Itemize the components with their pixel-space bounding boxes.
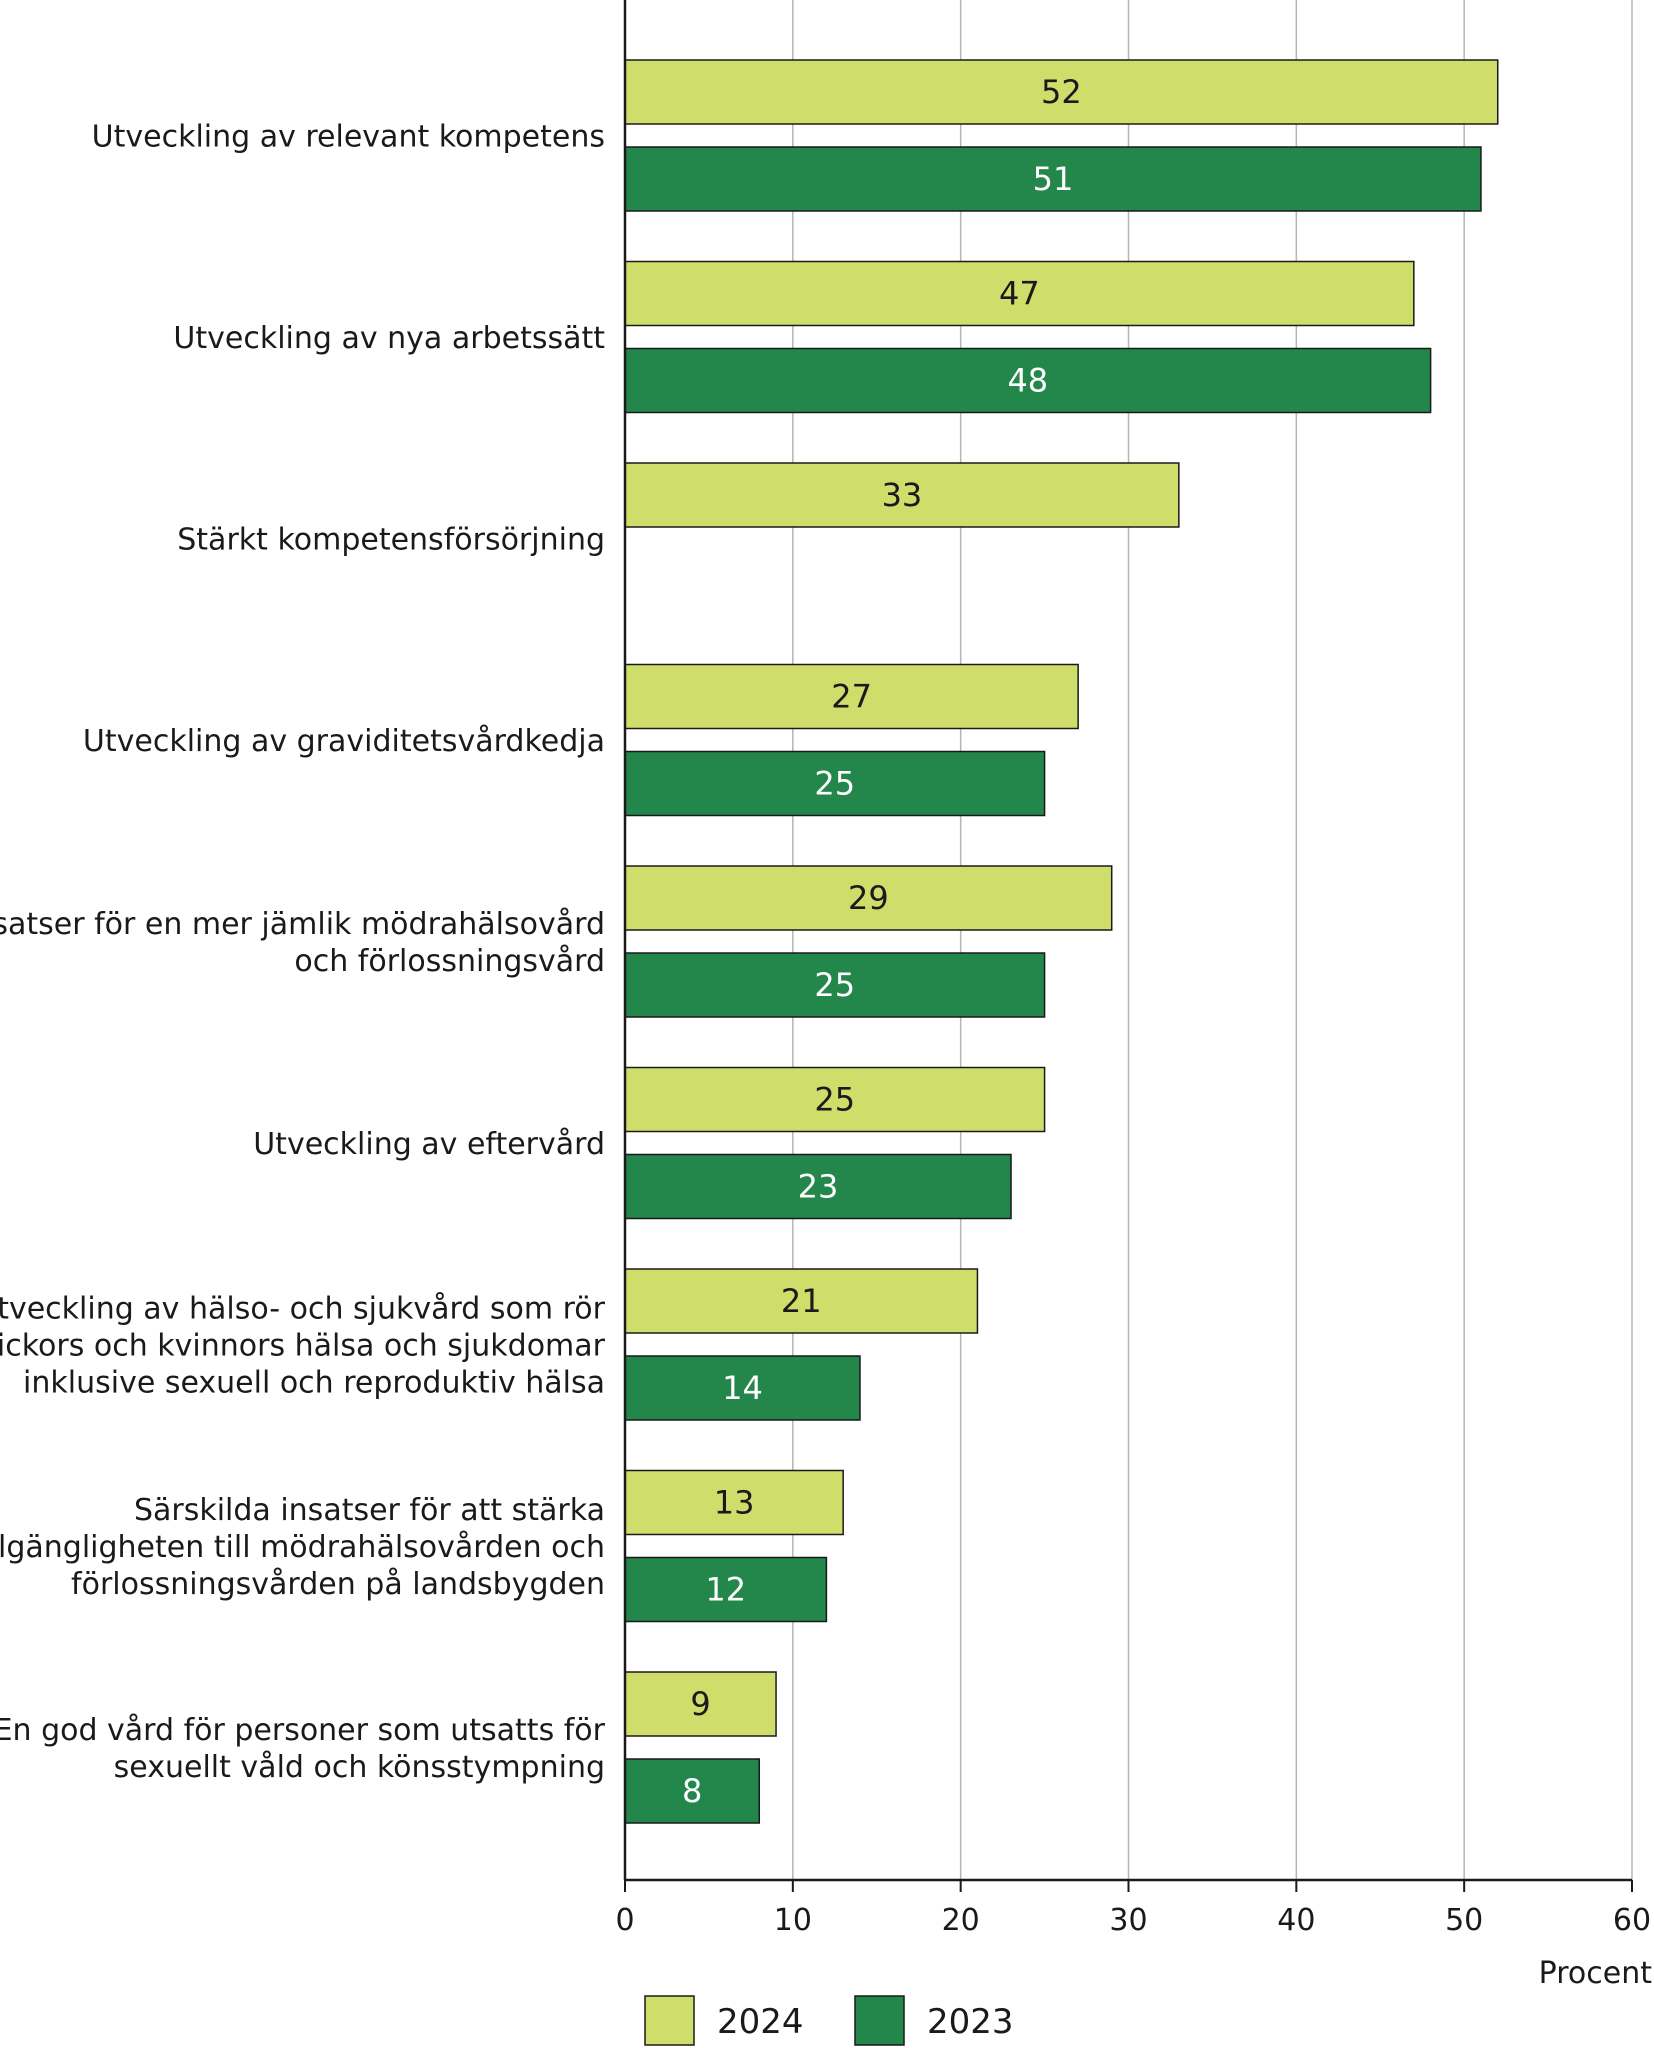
bar-2023-8 — [624, 1758, 761, 1824]
bar-2024-3 — [624, 663, 1079, 730]
x-tick-label-40: 40 — [1277, 1903, 1315, 1938]
data-label-2024-0: 52 — [1041, 73, 1082, 111]
category-label-6-line-2: inklusive sexuell och reproduktiv hälsa — [23, 1366, 605, 1401]
x-tick-label-60: 60 — [1613, 1903, 1651, 1938]
bar-2024-7 — [624, 1469, 844, 1536]
data-label-2023-6: 14 — [722, 1369, 763, 1407]
bar-2024-4 — [624, 865, 1113, 931]
bar-2023-3 — [624, 750, 1046, 817]
data-label-2023-8: 8 — [682, 1772, 702, 1810]
category-label-4-line-0: Insatser för en mer jämlik mödrahälsovår… — [0, 907, 605, 942]
bar-2024-5 — [624, 1066, 1046, 1133]
category-label-3-line-0: Utveckling av graviditetsvårdkedja — [83, 724, 605, 759]
bar-2023-6 — [624, 1355, 861, 1421]
data-label-2023-4: 25 — [814, 966, 855, 1004]
category-label-7-line-1: tillgängligheten till mödrahälsovården o… — [0, 1530, 605, 1565]
data-label-2024-2: 33 — [882, 476, 923, 514]
legend-label-2023: 2023 — [927, 2002, 1014, 2042]
x-tick-label-30: 30 — [1109, 1903, 1147, 1938]
legend-swatch-2024 — [644, 1995, 695, 2046]
data-label-2023-1: 48 — [1007, 362, 1048, 400]
data-label-2024-4: 29 — [848, 879, 889, 917]
category-label-0-line-0: Utveckling av relevant kompetens — [92, 120, 605, 155]
category-label-1-line-0: Utveckling av nya arbetssätt — [173, 321, 605, 356]
data-label-2023-5: 23 — [798, 1168, 839, 1206]
category-label-5-line-0: Utveckling av eftervård — [253, 1127, 605, 1162]
data-label-2024-8: 9 — [690, 1685, 710, 1723]
category-label-2-line-0: Stärkt kompetensförsörjning — [177, 523, 605, 558]
bar-2023-1 — [624, 347, 1432, 414]
x-axis-label: Procent — [1539, 1956, 1653, 1991]
x-tick-label-20: 20 — [942, 1903, 980, 1938]
data-label-2024-1: 47 — [999, 275, 1040, 313]
category-label-7-line-0: Särskilda insatser för att stärka — [134, 1493, 605, 1528]
bar-2024-1 — [624, 260, 1415, 327]
bar-2024-8 — [624, 1671, 777, 1737]
bars: 52 51 47 48 33 27 25 29 25 25 23 21 14 13 12 9 8 — [624, 59, 1499, 1824]
bar-2024-0 — [624, 59, 1499, 125]
category-label-6-line-0: Utveckling av hälso- och sjukvård som rö… — [0, 1292, 606, 1327]
data-label-2024-7: 13 — [714, 1484, 755, 1522]
x-tick-label-10: 10 — [774, 1903, 812, 1938]
category-labels: Utveckling av relevant kompetens Utveckli… — [0, 120, 606, 1786]
category-label-8-line-1: sexuellt våld och könsstympning — [114, 1750, 605, 1785]
category-label-7-line-2: förlossningsvården på landsbygden — [71, 1567, 605, 1602]
category-label-4-line-1: och förlossningsvård — [294, 944, 605, 979]
bar-2024-2 — [624, 462, 1180, 528]
bar-2023-5 — [624, 1153, 1012, 1220]
legend-label-2024: 2024 — [717, 2002, 804, 2042]
data-label-2024-3: 27 — [831, 678, 872, 716]
data-label-2024-5: 25 — [814, 1081, 855, 1119]
axes: 0 10 20 30 40 50 60 Procent — [615, 0, 1652, 1991]
data-label-2024-6: 21 — [781, 1282, 822, 1320]
x-tick-label-0: 0 — [615, 1903, 634, 1938]
data-label-2023-7: 12 — [705, 1571, 746, 1609]
category-label-6-line-1: flickors och kvinnors hälsa och sjukdoma… — [0, 1329, 606, 1364]
legend: 2024 2023 — [644, 1995, 1014, 2046]
bar-2024-6 — [624, 1268, 979, 1334]
bar-2023-4 — [624, 952, 1046, 1018]
legend-swatch-2023 — [854, 1995, 905, 2046]
data-label-2023-3: 25 — [814, 765, 855, 803]
category-label-8-line-0: En god vård för personer som utsatts för — [0, 1713, 606, 1748]
bar-2023-7 — [624, 1556, 828, 1623]
data-label-2023-0: 51 — [1033, 160, 1074, 198]
x-tick-label-50: 50 — [1445, 1903, 1483, 1938]
